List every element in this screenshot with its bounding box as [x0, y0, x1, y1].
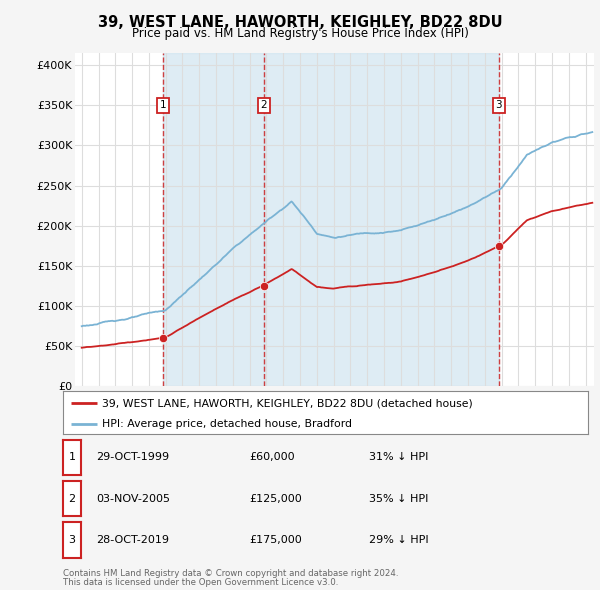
Text: 35% ↓ HPI: 35% ↓ HPI [369, 494, 428, 503]
Text: 3: 3 [68, 535, 76, 545]
Text: HPI: Average price, detached house, Bradford: HPI: Average price, detached house, Brad… [103, 419, 352, 430]
Text: Price paid vs. HM Land Registry's House Price Index (HPI): Price paid vs. HM Land Registry's House … [131, 27, 469, 40]
Text: 1: 1 [160, 100, 166, 110]
Text: Contains HM Land Registry data © Crown copyright and database right 2024.: Contains HM Land Registry data © Crown c… [63, 569, 398, 578]
Text: 39, WEST LANE, HAWORTH, KEIGHLEY, BD22 8DU: 39, WEST LANE, HAWORTH, KEIGHLEY, BD22 8… [98, 15, 502, 30]
Text: 2: 2 [68, 494, 76, 503]
Text: £175,000: £175,000 [249, 535, 302, 545]
Text: 29-OCT-1999: 29-OCT-1999 [96, 453, 169, 462]
Text: 2: 2 [260, 100, 267, 110]
Text: 1: 1 [68, 453, 76, 462]
Text: 31% ↓ HPI: 31% ↓ HPI [369, 453, 428, 462]
Text: 03-NOV-2005: 03-NOV-2005 [96, 494, 170, 503]
Text: 28-OCT-2019: 28-OCT-2019 [96, 535, 169, 545]
Text: 29% ↓ HPI: 29% ↓ HPI [369, 535, 428, 545]
Text: This data is licensed under the Open Government Licence v3.0.: This data is licensed under the Open Gov… [63, 578, 338, 587]
Text: 3: 3 [496, 100, 502, 110]
Text: £60,000: £60,000 [249, 453, 295, 462]
Bar [163, 53, 264, 386]
Text: 39, WEST LANE, HAWORTH, KEIGHLEY, BD22 8DU (detached house): 39, WEST LANE, HAWORTH, KEIGHLEY, BD22 8… [103, 398, 473, 408]
Text: £125,000: £125,000 [249, 494, 302, 503]
Bar [264, 53, 499, 386]
